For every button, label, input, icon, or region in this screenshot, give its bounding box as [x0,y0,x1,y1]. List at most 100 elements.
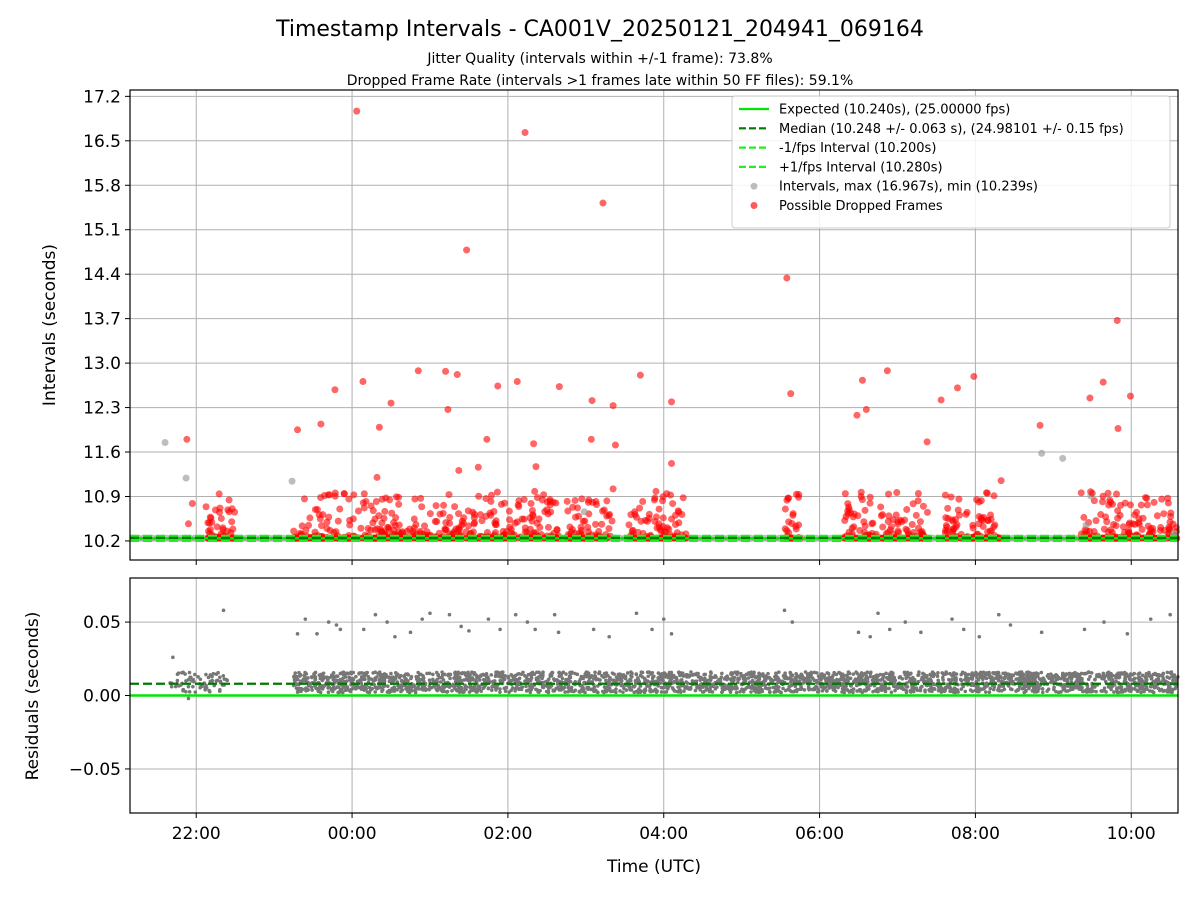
chart-title: Timestamp Intervals - CA001V_20250121_20… [275,17,924,42]
residual-point [955,688,959,692]
residual-point [459,624,463,629]
dropped-frame-point [446,519,454,527]
interval-point [1038,449,1046,457]
residual-point [463,672,468,677]
residual-point [789,683,793,688]
residual-point [355,679,360,684]
residual-point [1101,671,1106,676]
residuals-y-tick-label: −0.05 [69,760,121,780]
residual-point [586,671,591,676]
residual-point [1165,670,1170,675]
residual-point [1065,689,1070,693]
residual-point [498,687,502,691]
residual-point [380,678,385,683]
residual-point [320,674,325,679]
residual-point [517,676,522,681]
dropped-frame-point [530,440,538,448]
residual-point [655,689,659,693]
x-tick-label: 00:00 [328,824,377,844]
residual-point [963,677,967,682]
dropped-frame-point [564,507,572,515]
residual-point [981,677,985,682]
residual-point [905,670,910,675]
residual-point [621,683,625,688]
residual-point [510,678,515,682]
residual-point [665,674,670,678]
residual-point [950,617,954,621]
dropped-frame-point [225,508,233,516]
legend-entry-label: Median (10.248 +/- 0.063 s), (24.98101 +… [779,122,1124,137]
residual-point [782,675,787,680]
residual-point [1025,670,1029,675]
residual-point [998,674,1002,678]
residual-point [815,685,819,689]
residual-point [581,686,585,690]
dropped-frame-point [318,522,326,530]
residual-point [923,689,927,694]
residual-point [623,674,628,679]
residual-point [338,671,343,676]
residual-point [191,677,195,682]
residual-point [1092,684,1097,689]
residual-point [357,671,362,675]
residual-point [1127,688,1131,693]
residual-point [948,671,952,676]
dropped-frame-point [357,524,365,532]
residuals-plot: 0.05 0.00 −0.05 22:00 00:00 02:00 04:00 06:00 0… [23,577,1180,877]
residual-point [923,675,927,679]
dropped-frame-point [903,506,911,514]
residual-point [345,679,349,683]
residual-point [437,675,442,680]
residual-point [1168,688,1173,693]
residual-point [679,678,684,682]
dropped-frame-point [609,402,617,410]
residual-point [983,690,988,694]
residual-point [333,686,337,691]
dropped-frame-point [861,522,869,530]
residual-point [1165,690,1170,694]
residual-point [428,611,432,616]
residual-point [184,690,188,694]
residual-point [1139,677,1144,682]
dropped-frame-point [636,371,644,379]
dropped-frame-point [421,522,429,530]
dropped-frame-point [395,493,403,501]
dropped-frame-point [384,524,392,532]
residual-point [457,689,461,693]
residual-point [373,690,378,694]
residual-point [1142,689,1146,694]
residual-point [1028,679,1033,683]
dropped-frame-point [919,502,927,510]
residual-point [211,671,216,676]
residual-point [856,630,861,635]
residual-point [527,684,532,689]
residual-point [1160,674,1165,678]
residual-point [295,632,300,636]
residual-point [297,686,302,691]
residual-point [1061,687,1066,691]
residual-point [551,689,556,693]
legend: Expected (10.240s), (25.00000 fps) Median… [731,95,1171,229]
residual-point [743,677,748,682]
residual-point [380,687,385,692]
residual-point [490,684,494,689]
x-tick-label: 04:00 [639,824,688,844]
residual-point [1011,673,1016,678]
residual-point [1034,690,1039,694]
residual-point [524,684,528,689]
residual-point [554,678,559,683]
residual-point [791,690,796,694]
residual-point [830,675,835,680]
residual-point [654,679,659,684]
residual-point [1046,687,1051,691]
dropped-frame-point [781,505,789,513]
residual-point [906,674,910,678]
residual-point [795,687,799,692]
dropped-frame-point [391,521,399,529]
residual-point [422,685,426,690]
residual-point [528,678,533,683]
residual-point [1017,684,1022,689]
dropped-frame-point [231,508,239,516]
residual-point [628,678,633,682]
